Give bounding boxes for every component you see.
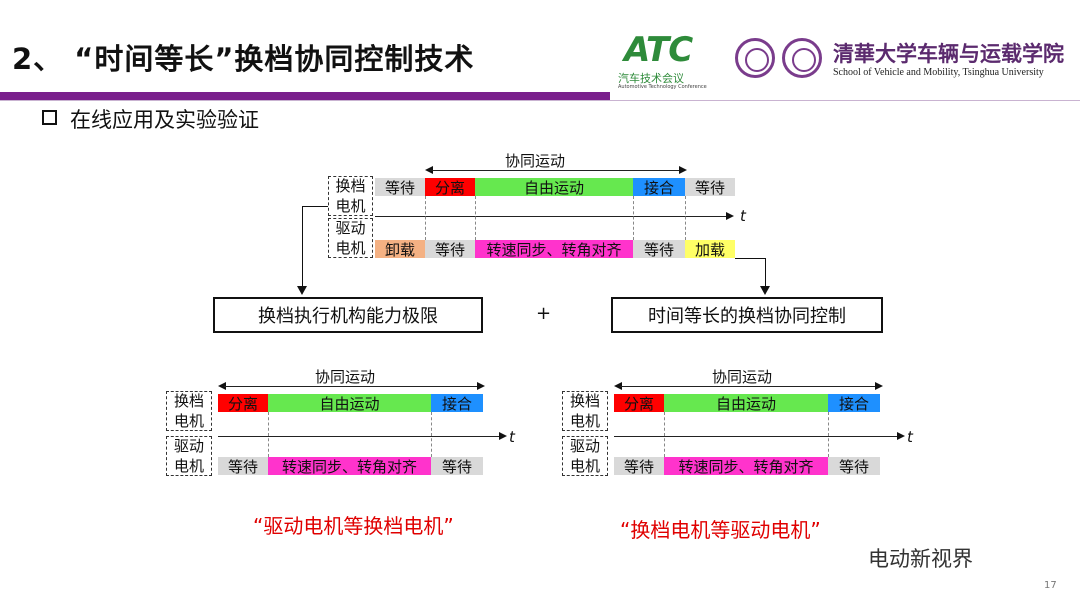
time-axis-label: t [907,428,913,446]
phase-divider [633,196,634,240]
atc-logo-tagline: Automotive Technology Conference [618,84,707,90]
row-label-line: 驱动 [569,437,600,455]
phase-divider [431,412,432,457]
row-label-line: 换档 [173,392,204,410]
slide-title: 2、 “时间等长”换档协同控制技术 [12,42,475,76]
connector-line [302,206,303,286]
actuator-limit-box: 换档执行机构能力极限 [213,297,483,333]
university-english-name: School of Vehicle and Mobility, Tsinghua… [833,67,1044,78]
segment-engage: 接合 [828,394,880,413]
row-label-line: 电机 [335,239,366,257]
row-label-line: 电机 [335,197,366,215]
br-span-label: 协同运动 [712,368,773,386]
time-axis-arrow-icon [499,432,507,440]
time-axis-arrow-icon [897,432,905,440]
time-axis [218,436,500,437]
school-seal-icon [782,38,822,78]
equal-time-control-box: 时间等长的换档协同控制 [611,297,883,333]
connector-line [765,258,766,286]
row-label-line: 电机 [569,457,600,475]
title-divider [0,100,1080,101]
segment-sync: 转速同步、转角对齐 [664,457,828,476]
row-label-shift-motor: 换档 电机 [562,391,608,431]
segment-sync: 转速同步、转角对齐 [268,457,431,476]
university-seal-icon [735,38,775,78]
atc-logo-text: ATC [624,30,693,70]
connector-line [302,206,328,207]
span-arrow-left-icon [614,382,622,390]
span-arrow-line [224,386,478,387]
phase-divider [475,196,476,240]
segment-free-motion: 自由运动 [268,394,431,413]
phase-divider [828,412,829,457]
time-axis [614,436,898,437]
segment-engage: 接合 [633,178,685,197]
bullet-square-icon [42,110,57,125]
row-label-drive-motor: 驱动 电机 [562,436,608,476]
row-label-line: 换档 [569,392,600,410]
span-arrow-right-icon [875,382,883,390]
segment-wait: 等待 [633,240,685,259]
segment-free-motion: 自由运动 [475,178,633,197]
row-label-line: 电机 [569,412,600,430]
row-label-line: 换档 [335,177,366,195]
row-label-line: 电机 [173,412,204,430]
segment-free-motion: 自由运动 [664,394,828,413]
segment-wait: 等待 [218,457,268,476]
wechat-watermark: 电动新视界 [868,547,973,571]
row-label-shift-motor: 换档 电机 [166,391,212,431]
atc-logo: ATC 汽车技术会议 Automotive Technology Confere… [618,30,718,90]
span-arrow-left-icon [218,382,226,390]
university-name: 清華大学车辆与运载学院 [833,41,1064,66]
phase-divider [685,196,686,240]
segment-wait: 等待 [685,178,735,197]
phase-divider [425,196,426,240]
phase-divider [268,412,269,457]
time-axis-arrow-icon [726,212,734,220]
segment-wait: 等待 [425,240,475,259]
span-arrow-left-icon [425,166,433,174]
segment-separate: 分离 [614,394,664,413]
arrow-down-icon [297,286,307,295]
row-label-line: 电机 [173,457,204,475]
row-label-line: 驱动 [335,219,366,237]
plus-sign: + [536,303,552,324]
time-axis [375,216,727,217]
span-arrow-line [620,386,876,387]
segment-wait: 等待 [375,178,425,197]
br-caption: “换档电机等驱动电机” [620,518,821,542]
segment-load: 加载 [685,240,735,259]
arrow-down-icon [760,286,770,295]
span-arrow-line [430,170,680,171]
phase-divider [664,412,665,457]
segment-engage: 接合 [431,394,483,413]
section-bullet: 在线应用及实验验证 [70,108,259,132]
time-axis-label: t [740,207,746,225]
segment-wait: 等待 [828,457,880,476]
bl-span-label: 协同运动 [315,368,376,386]
span-arrow-right-icon [477,382,485,390]
row-label-drive-motor: 驱动 电机 [328,218,373,258]
page-number: 17 [1044,580,1057,591]
row-label-drive-motor: 驱动 电机 [166,436,212,476]
title-accent-bar [0,92,610,100]
segment-separate: 分离 [218,394,268,413]
segment-separate: 分离 [425,178,475,197]
bl-caption: “驱动电机等换档电机” [253,514,454,538]
atc-logo-subtitle: 汽车技术会议 [618,72,684,85]
top-span-label: 协同运动 [505,152,566,170]
segment-unload: 卸载 [375,240,425,259]
segment-wait: 等待 [614,457,664,476]
time-axis-label: t [509,428,515,446]
segment-wait: 等待 [431,457,483,476]
span-arrow-right-icon [679,166,687,174]
row-label-shift-motor: 换档 电机 [328,176,373,216]
connector-line [735,258,765,259]
row-label-line: 驱动 [173,437,204,455]
segment-sync: 转速同步、转角对齐 [475,240,633,259]
